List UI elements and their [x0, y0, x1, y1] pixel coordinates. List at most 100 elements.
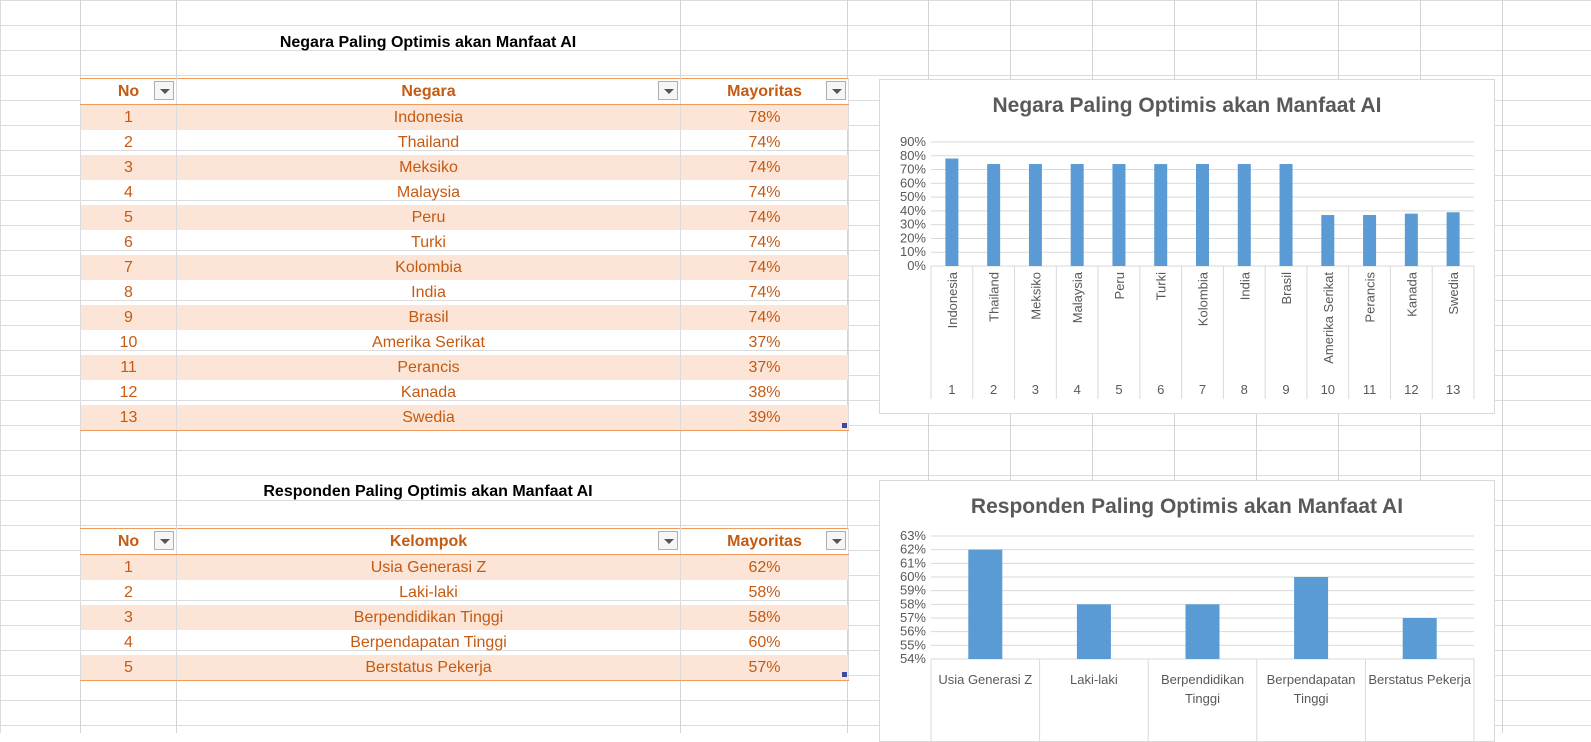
country-chart[interactable]: Negara Paling Optimis akan Manfaat AI 0%…	[879, 79, 1495, 414]
respondent-bar-chart: 54%55%56%57%58%59%60%61%62%63% Usia Gener…	[900, 528, 1475, 741]
table1-title[interactable]: Negara Paling Optimis akan Manfaat AI	[279, 34, 577, 51]
filter-dropdown-button[interactable]	[658, 531, 678, 550]
cell-no[interactable]: 3	[80, 605, 177, 630]
cell-value[interactable]: 74%	[680, 205, 849, 230]
cell-no[interactable]: 2	[80, 130, 177, 155]
cell-name[interactable]: Peru	[176, 205, 681, 230]
cell-no[interactable]: 11	[80, 355, 177, 380]
cell-no[interactable]: 13	[80, 405, 177, 431]
header-no[interactable]: No	[80, 528, 177, 555]
cell-no[interactable]: 12	[80, 380, 177, 405]
y-tick-label: 61%	[900, 555, 926, 570]
table-row: 1 Usia Generasi Z 62%	[80, 554, 849, 580]
cell-value[interactable]: 74%	[680, 305, 849, 330]
cell-name[interactable]: India	[176, 280, 681, 305]
country-bar-chart: 0%10%20%30%40%50%60%70%80%90% Indonesia 1 T…	[900, 134, 1475, 399]
y-tick-label: 55%	[900, 637, 926, 652]
y-tick-label: 40%	[900, 203, 926, 218]
cell-no[interactable]: 6	[80, 230, 177, 255]
cell-no[interactable]: 1	[80, 104, 177, 130]
cell-value[interactable]: 62%	[680, 554, 849, 580]
cell-no[interactable]: 3	[80, 155, 177, 180]
header-name[interactable]: Negara	[176, 78, 681, 105]
cell-no[interactable]: 8	[80, 280, 177, 305]
filter-dropdown-button[interactable]	[658, 81, 678, 100]
y-tick-label: 54%	[900, 651, 926, 666]
cell-name[interactable]: Kolombia	[176, 255, 681, 280]
cell-name[interactable]: Usia Generasi Z	[176, 554, 681, 580]
cell-name[interactable]: Thailand	[176, 130, 681, 155]
y-tick-label: 0%	[907, 258, 926, 273]
cell-name[interactable]: Swedia	[176, 405, 681, 431]
table-resize-handle[interactable]	[842, 672, 847, 677]
cell-name[interactable]: Berpendidikan Tinggi	[176, 605, 681, 630]
cell-value[interactable]: 58%	[680, 605, 849, 630]
cell-value[interactable]: 74%	[680, 155, 849, 180]
x-category-label: Amerika Serikat	[1321, 272, 1336, 364]
cell-name[interactable]: Berpendapatan Tinggi	[176, 630, 681, 655]
y-tick-label: 10%	[900, 244, 926, 259]
respondent-chart[interactable]: Responden Paling Optimis akan Manfaat AI…	[879, 480, 1495, 742]
cell-name[interactable]: Turki	[176, 230, 681, 255]
header-no-label: No	[117, 82, 140, 100]
cell-no[interactable]: 2	[80, 580, 177, 605]
cell-no[interactable]: 5	[80, 655, 177, 681]
bar	[1070, 164, 1084, 266]
header-value[interactable]: Mayoritas	[680, 78, 849, 105]
cell-value[interactable]: 38%	[680, 380, 849, 405]
cell-name[interactable]: Kanada	[176, 380, 681, 405]
cell-name[interactable]: Amerika Serikat	[176, 330, 681, 355]
cell-value[interactable]: 74%	[680, 255, 849, 280]
cell-no[interactable]: 5	[80, 205, 177, 230]
cell-no[interactable]: 4	[80, 180, 177, 205]
cell-name[interactable]: Brasil	[176, 305, 681, 330]
cell-value[interactable]: 60%	[680, 630, 849, 655]
filter-dropdown-button[interactable]	[826, 531, 846, 550]
y-tick-label: 63%	[900, 528, 926, 543]
table2-title[interactable]: Responden Paling Optimis akan Manfaat AI	[263, 483, 593, 500]
x-category-number: 10	[1321, 382, 1335, 397]
bar	[968, 549, 1003, 659]
cell-value[interactable]: 37%	[680, 330, 849, 355]
cell-value[interactable]: 74%	[680, 230, 849, 255]
cell-no[interactable]: 1	[80, 554, 177, 580]
cell-value[interactable]: 58%	[680, 580, 849, 605]
header-value[interactable]: Mayoritas	[680, 528, 849, 555]
y-tick-label: 62%	[900, 542, 926, 557]
cell-value[interactable]: 74%	[680, 280, 849, 305]
header-name[interactable]: Kelompok	[176, 528, 681, 555]
cell-value[interactable]: 74%	[680, 130, 849, 155]
cell-value[interactable]: 37%	[680, 355, 849, 380]
table-row: 10 Amerika Serikat 37%	[80, 330, 849, 355]
cell-name[interactable]: Indonesia	[176, 104, 681, 130]
cell-no[interactable]: 9	[80, 305, 177, 330]
cell-name[interactable]: Berstatus Pekerja	[176, 655, 681, 681]
x-category-label: Kolombia	[1196, 271, 1211, 326]
filter-dropdown-button[interactable]	[826, 81, 846, 100]
header-no-label: No	[117, 532, 140, 550]
cell-no[interactable]: 10	[80, 330, 177, 355]
bar	[1076, 604, 1111, 659]
cell-value[interactable]: 39%	[680, 405, 849, 431]
cell-name[interactable]: Laki-laki	[176, 580, 681, 605]
cell-name[interactable]: Meksiko	[176, 155, 681, 180]
cell-value[interactable]: 78%	[680, 104, 849, 130]
bar	[945, 158, 959, 266]
filter-dropdown-button[interactable]	[154, 531, 174, 550]
respondent-table: No Kelompok Mayoritas 1 Usia Generasi Z 62…	[80, 528, 849, 681]
cell-name[interactable]: Malaysia	[176, 180, 681, 205]
y-tick-label: 80%	[900, 148, 926, 163]
table-resize-handle[interactable]	[842, 423, 847, 428]
x-category-number: 9	[1282, 382, 1289, 397]
x-category-label: Tinggi	[1294, 691, 1329, 706]
x-category-label: Usia Generasi Z	[938, 672, 1032, 687]
cell-no[interactable]: 4	[80, 630, 177, 655]
cell-name[interactable]: Perancis	[176, 355, 681, 380]
table-header-row: No Negara Mayoritas	[80, 78, 849, 105]
header-no[interactable]: No	[80, 78, 177, 105]
x-category-label: Indonesia	[945, 271, 960, 328]
cell-value[interactable]: 57%	[680, 655, 849, 681]
cell-no[interactable]: 7	[80, 255, 177, 280]
filter-dropdown-button[interactable]	[154, 81, 174, 100]
cell-value[interactable]: 74%	[680, 180, 849, 205]
